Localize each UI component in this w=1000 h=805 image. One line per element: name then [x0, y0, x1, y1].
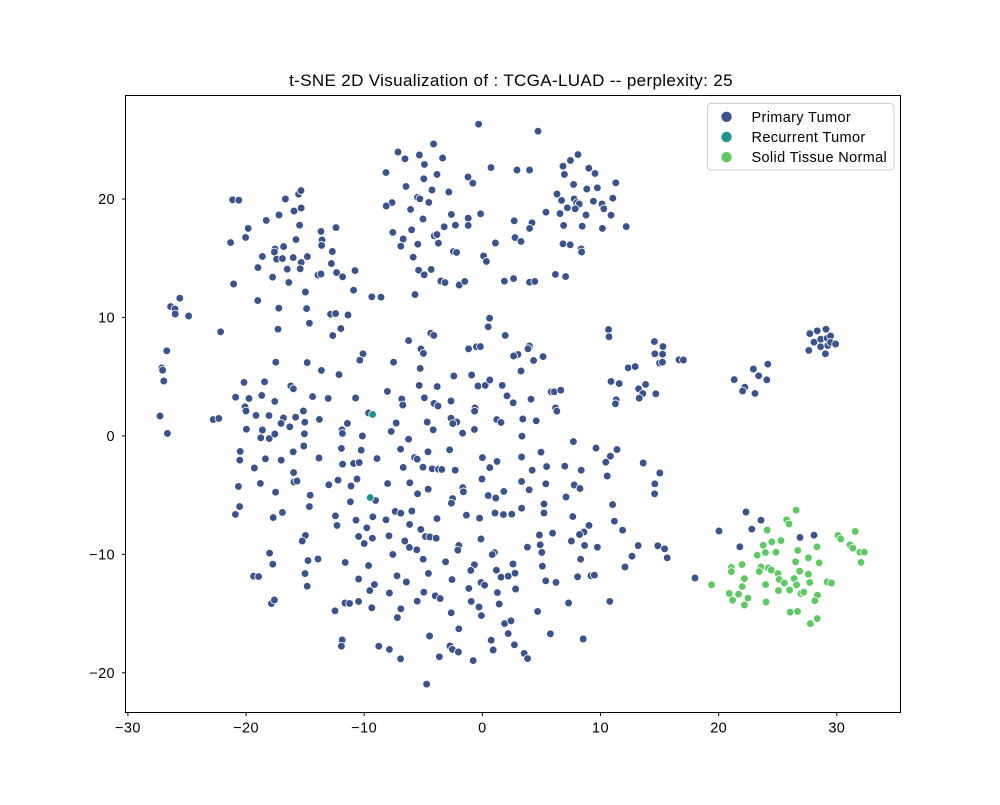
- svg-text:0: 0: [107, 429, 115, 445]
- svg-text:20: 20: [98, 192, 115, 208]
- svg-text:Primary Tumor: Primary Tumor: [752, 110, 852, 126]
- svg-text:−20: −20: [89, 666, 115, 682]
- svg-text:0: 0: [478, 721, 486, 737]
- svg-text:−10: −10: [351, 721, 377, 737]
- svg-text:−10: −10: [89, 547, 115, 563]
- svg-text:−20: −20: [233, 721, 259, 737]
- svg-text:10: 10: [98, 310, 115, 326]
- svg-text:Solid Tissue Normal: Solid Tissue Normal: [752, 150, 888, 166]
- svg-text:t-SNE 2D Visualization of : TC: t-SNE 2D Visualization of : TCGA-LUAD --…: [289, 71, 733, 90]
- svg-text:Recurrent Tumor: Recurrent Tumor: [752, 130, 866, 146]
- svg-text:−30: −30: [115, 721, 141, 737]
- svg-text:30: 30: [828, 721, 845, 737]
- svg-text:20: 20: [710, 721, 727, 737]
- svg-text:10: 10: [592, 721, 609, 737]
